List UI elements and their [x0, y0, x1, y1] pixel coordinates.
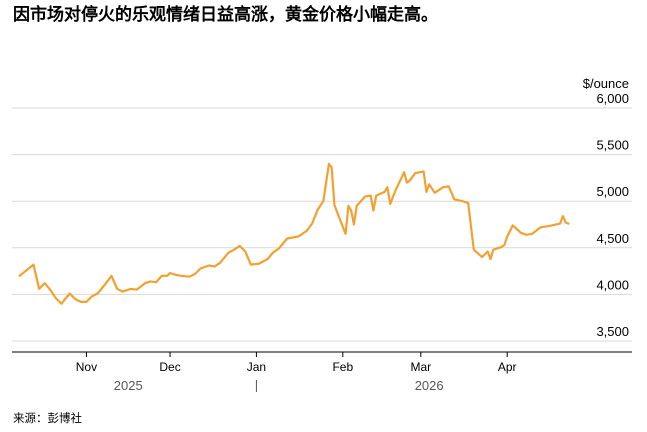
x-tick-label-nov: Nov — [76, 360, 97, 374]
y-tick-label-4500: 4,500 — [596, 231, 629, 246]
x-tick-label-mar: Mar — [410, 360, 431, 374]
x-tick-label-jan: Jan — [247, 360, 266, 374]
y-gridlines — [12, 107, 632, 342]
x-axis: Nov Dec Jan Feb Mar Apr 2025 2026 — [12, 351, 632, 393]
y-tick-label-5500: 5,500 — [596, 138, 629, 153]
series-line-gold-price — [18, 162, 570, 305]
y-tick-label-5000: 5,000 — [596, 184, 629, 199]
x-tick-label-feb: Feb — [332, 360, 353, 374]
year-label-2025: 2025 — [114, 378, 143, 393]
source-note: 来源：彭博社 — [13, 411, 82, 425]
year-label-2026: 2026 — [415, 378, 444, 393]
y-tick-label-6000: 6,000 — [596, 91, 629, 106]
y-tick-label-3500: 3,500 — [596, 324, 629, 339]
x-tick-label-dec: Dec — [159, 360, 180, 374]
x-tick-label-apr: Apr — [498, 360, 517, 374]
y-unit-label: $/ounce — [583, 76, 629, 91]
chart-title: 因市场对停火的乐观情绪日益高涨，黄金价格小幅走高。 — [13, 5, 438, 25]
y-tick-labels: 3,500 4,000 4,500 5,000 5,500 6,000 — [596, 91, 629, 339]
y-tick-label-4000: 4,000 — [596, 277, 629, 292]
